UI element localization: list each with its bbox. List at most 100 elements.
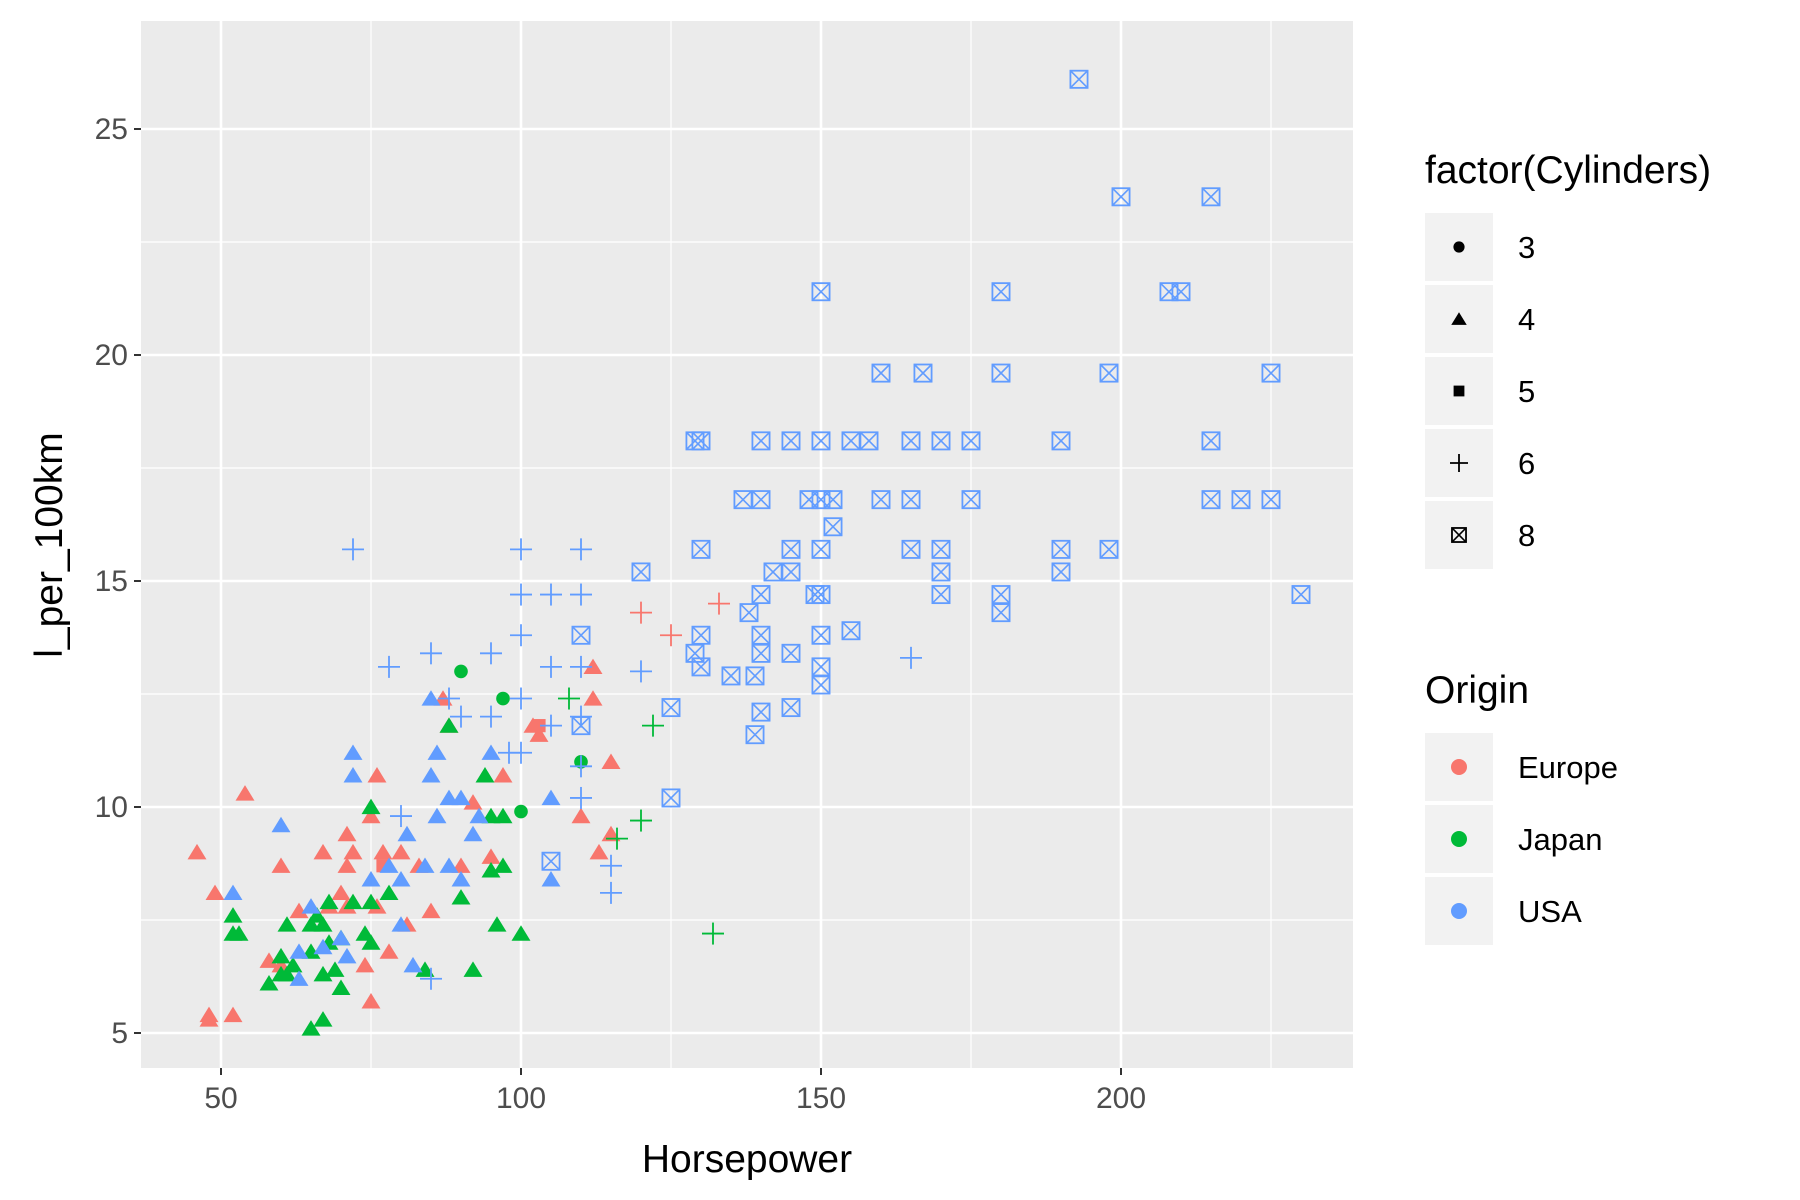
data-point-japan bbox=[331, 979, 351, 995]
data-point-japan bbox=[277, 916, 297, 932]
data-point-usa bbox=[480, 705, 502, 728]
data-point-usa bbox=[469, 807, 489, 824]
data-point-europe bbox=[660, 624, 682, 647]
data-point-europe bbox=[205, 884, 225, 901]
data-point-japan bbox=[313, 1011, 333, 1027]
color-legend-label: Japan bbox=[1518, 822, 1602, 857]
data-point-usa bbox=[450, 705, 472, 728]
data-point-usa bbox=[751, 490, 771, 510]
data-point-usa bbox=[931, 539, 951, 559]
data-point-japan bbox=[271, 947, 291, 964]
data-point-usa bbox=[811, 431, 831, 451]
data-point-europe bbox=[337, 825, 357, 842]
data-point-europe bbox=[451, 857, 471, 873]
data-point-usa bbox=[901, 431, 921, 451]
data-point-japan bbox=[487, 916, 507, 932]
data-point-usa bbox=[541, 871, 561, 887]
data-point-japan bbox=[229, 925, 249, 941]
data-point-europe bbox=[199, 1011, 219, 1027]
shape-legend-title: factor(Cylinders) bbox=[1425, 149, 1711, 192]
shape-legend-keys: 3 4 5 6 8 bbox=[1425, 213, 1535, 569]
data-point-usa bbox=[451, 871, 471, 887]
shape-legend-label: 8 bbox=[1518, 518, 1535, 553]
data-point-europe bbox=[532, 719, 546, 733]
data-point-usa bbox=[691, 657, 711, 677]
data-point-usa bbox=[1171, 282, 1191, 302]
data-point-usa bbox=[781, 539, 801, 559]
data-point-japan bbox=[277, 965, 297, 982]
data-point-usa bbox=[900, 646, 922, 669]
data-point-usa bbox=[1099, 363, 1119, 383]
data-point-japan bbox=[642, 714, 664, 737]
data-point-europe bbox=[331, 884, 351, 901]
data-point-japan bbox=[343, 893, 363, 910]
data-point-europe bbox=[601, 825, 621, 842]
data-point-usa bbox=[745, 666, 765, 686]
data-point-usa bbox=[739, 603, 759, 623]
data-point-japan bbox=[481, 861, 501, 878]
data-point-europe bbox=[583, 690, 603, 706]
y-axis: 5 10 15 20 25 bbox=[95, 113, 141, 1050]
data-point-europe bbox=[463, 794, 483, 810]
y-tick-label: 25 bbox=[95, 113, 128, 146]
data-point-usa bbox=[342, 538, 364, 561]
data-point-japan bbox=[702, 922, 724, 945]
data-point-japan bbox=[361, 893, 381, 910]
data-point-usa bbox=[811, 675, 831, 695]
data-point-japan bbox=[475, 767, 495, 783]
color-legend-title: Origin bbox=[1425, 669, 1529, 712]
data-point-usa bbox=[540, 714, 562, 737]
data-points bbox=[187, 69, 1311, 1036]
data-point-usa bbox=[871, 363, 891, 383]
data-point-usa bbox=[1231, 490, 1251, 510]
data-point-usa bbox=[631, 562, 651, 582]
data-point-usa bbox=[415, 857, 435, 873]
data-point-usa bbox=[403, 956, 423, 973]
data-point-europe bbox=[313, 843, 333, 860]
data-point-europe bbox=[571, 807, 591, 824]
data-point-japan bbox=[493, 857, 513, 873]
data-point-japan bbox=[463, 961, 483, 977]
data-point-usa bbox=[421, 767, 441, 783]
data-point-europe bbox=[355, 956, 375, 973]
data-point-usa bbox=[763, 562, 783, 582]
data-point-japan bbox=[325, 961, 345, 977]
data-point-europe bbox=[361, 993, 381, 1009]
data-point-europe bbox=[271, 857, 291, 873]
data-point-usa bbox=[691, 625, 711, 645]
data-point-usa bbox=[301, 898, 321, 914]
data-point-japan bbox=[301, 1020, 321, 1036]
legend-key-plus bbox=[1450, 454, 1468, 472]
data-point-japan bbox=[223, 907, 243, 923]
data-point-europe bbox=[481, 848, 501, 864]
data-point-usa bbox=[510, 687, 532, 710]
data-point-japan bbox=[379, 884, 399, 901]
data-point-usa bbox=[337, 947, 357, 964]
y-axis-title: l_per_100km bbox=[28, 432, 71, 657]
data-point-europe bbox=[708, 592, 730, 615]
data-point-japan bbox=[319, 893, 339, 910]
color-legend-keys: Europe Japan USA bbox=[1425, 733, 1618, 945]
data-point-japan bbox=[313, 965, 333, 982]
data-point-japan bbox=[301, 916, 321, 932]
data-point-usa bbox=[811, 539, 831, 559]
data-point-usa bbox=[961, 490, 981, 510]
data-point-europe bbox=[493, 767, 513, 783]
data-point-usa bbox=[421, 690, 441, 706]
data-point-usa bbox=[480, 642, 502, 665]
data-point-usa bbox=[378, 655, 400, 678]
data-point-japan bbox=[361, 798, 381, 815]
data-point-usa bbox=[823, 490, 843, 510]
shape-legend-label: 5 bbox=[1518, 374, 1535, 409]
data-point-usa bbox=[481, 744, 501, 760]
data-point-usa bbox=[420, 642, 442, 665]
data-point-usa bbox=[1051, 562, 1071, 582]
data-point-usa bbox=[600, 854, 622, 877]
data-point-usa bbox=[1261, 363, 1281, 383]
data-point-usa bbox=[540, 655, 562, 678]
data-point-europe bbox=[367, 767, 387, 783]
data-point-usa bbox=[463, 825, 483, 842]
data-point-europe bbox=[601, 753, 621, 769]
data-point-usa bbox=[390, 805, 412, 828]
legend-color-dot bbox=[1451, 759, 1467, 775]
